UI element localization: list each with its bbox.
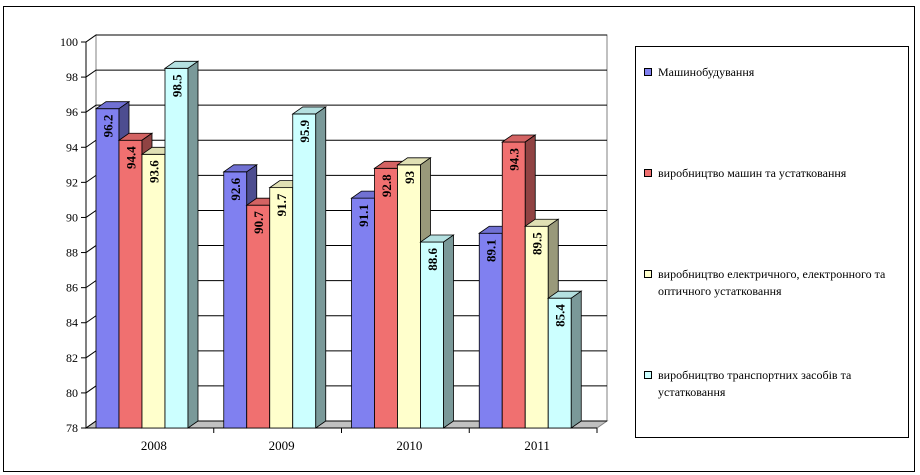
data-label: 89.5 bbox=[530, 232, 545, 255]
gridline bbox=[85, 69, 607, 78]
bar: 98.5 bbox=[163, 60, 200, 429]
bar: 85.4 bbox=[546, 290, 583, 429]
data-label: 94.3 bbox=[507, 148, 522, 171]
data-label: 85.4 bbox=[553, 304, 568, 327]
x-tick-label: 2008 bbox=[141, 438, 167, 453]
bar-front bbox=[524, 225, 549, 429]
bars: 96.2 94.4 93.6 98.5 92.6 90.7 91.7 95.9 91.1 92.8… bbox=[94, 60, 583, 429]
plot-side-wall bbox=[85, 34, 97, 429]
legend-item-2: виробництво машин та устатковання bbox=[644, 165, 906, 182]
data-label: 91.1 bbox=[356, 204, 371, 227]
data-label: 92.6 bbox=[228, 177, 243, 200]
bar-front bbox=[292, 113, 317, 429]
tick-labels: 78 80 82 84 86 88 90 92 94 96 98 100 2008 2009 2010 201… bbox=[60, 35, 550, 453]
bar-front bbox=[95, 108, 120, 429]
gridline bbox=[85, 34, 607, 43]
bar-front bbox=[223, 171, 248, 429]
bar: 88.6 bbox=[419, 234, 455, 429]
legend-swatch-1 bbox=[644, 68, 652, 76]
y-tick-label: 82 bbox=[66, 351, 78, 365]
data-label: 93.6 bbox=[147, 160, 162, 183]
y-tick-label: 96 bbox=[66, 105, 78, 119]
y-tick-label: 78 bbox=[66, 421, 78, 435]
data-label: 91.7 bbox=[274, 193, 289, 216]
legend-swatch-2 bbox=[644, 169, 652, 177]
bar-side bbox=[570, 290, 582, 429]
y-tick-label: 80 bbox=[66, 386, 78, 400]
legend-item-3: виробництво електричного, електронного т… bbox=[644, 266, 906, 300]
bar-side bbox=[187, 60, 199, 429]
legend-label-3: виробництво електричного, електронного т… bbox=[658, 267, 886, 298]
y-tick-label: 92 bbox=[66, 175, 78, 189]
bar-front bbox=[374, 167, 398, 429]
bar-side bbox=[443, 234, 454, 429]
bar: 95.9 bbox=[291, 106, 328, 429]
y-tick-label: 88 bbox=[66, 246, 78, 260]
legend-item-4: виробництво транспортних засобів та уста… bbox=[644, 367, 906, 401]
legend-label-4: виробництво транспортних засобів та уста… bbox=[658, 368, 852, 399]
legend-swatch-4 bbox=[644, 371, 652, 379]
data-label: 93 bbox=[402, 170, 417, 184]
bar-front bbox=[246, 204, 271, 429]
bar-front bbox=[397, 164, 421, 429]
x-tick-label: 2011 bbox=[524, 438, 550, 453]
y-tick-label: 84 bbox=[66, 316, 78, 330]
bar-front bbox=[118, 139, 143, 429]
y-tick-label: 94 bbox=[66, 140, 78, 154]
legend-label-2: виробництво машин та устатковання bbox=[658, 166, 847, 180]
y-tick-label: 100 bbox=[60, 35, 78, 49]
data-label: 90.7 bbox=[251, 211, 266, 234]
y-tick-label: 98 bbox=[66, 70, 78, 84]
bar-front bbox=[269, 187, 294, 429]
y-tick-label: 90 bbox=[66, 210, 78, 224]
legend-swatch-3 bbox=[644, 270, 652, 278]
data-label: 94.4 bbox=[124, 146, 139, 169]
data-label: 98.5 bbox=[170, 74, 185, 97]
x-tick-label: 2010 bbox=[396, 438, 422, 453]
bar-front bbox=[164, 67, 189, 429]
data-label: 92.8 bbox=[379, 174, 394, 197]
data-label: 89.1 bbox=[484, 239, 499, 262]
bar-front bbox=[351, 197, 375, 429]
data-label: 95.9 bbox=[297, 119, 312, 142]
gridline bbox=[85, 104, 607, 113]
y-tick-label: 86 bbox=[66, 281, 78, 295]
data-label: 88.6 bbox=[425, 248, 440, 271]
x-tick-label: 2009 bbox=[269, 438, 295, 453]
bar-front bbox=[141, 153, 166, 429]
bar-front bbox=[501, 141, 526, 429]
legend-item-1: Машинобудування bbox=[644, 64, 906, 81]
legend-label-1: Машинобудування bbox=[658, 65, 755, 79]
data-label: 96.2 bbox=[101, 115, 116, 138]
legend: Машинобудування виробництво машин та уст… bbox=[635, 46, 909, 438]
bar-side bbox=[315, 106, 327, 429]
